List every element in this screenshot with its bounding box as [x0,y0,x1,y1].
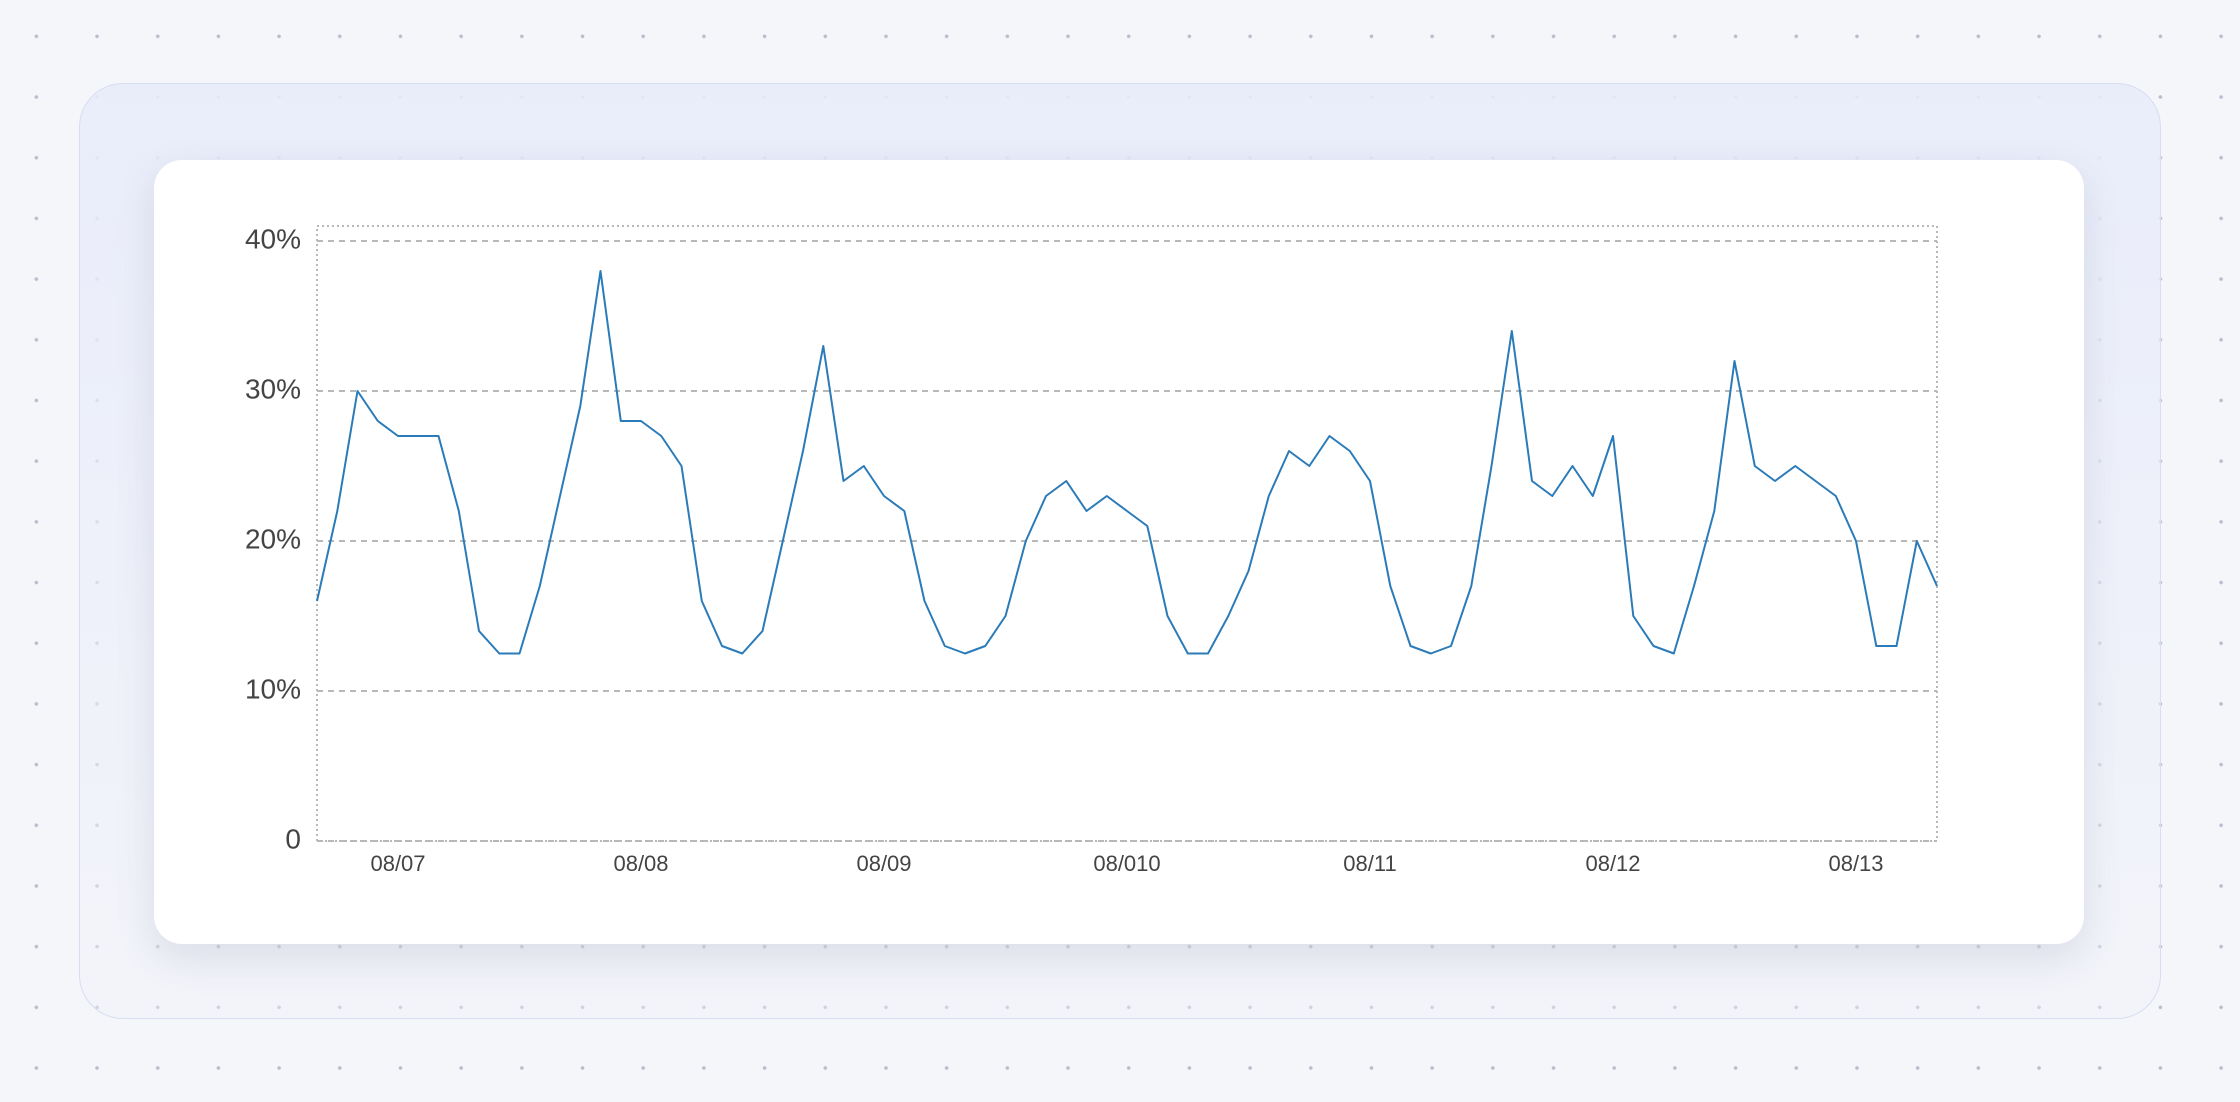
x-tick-label: 08/11 [1343,851,1396,876]
x-tick-label: 08/08 [613,851,668,876]
x-tick-label: 08/010 [1093,851,1160,876]
series-line [316,270,1938,655]
x-tick-label: 08/13 [1828,851,1883,876]
y-tick-label: 0 [285,823,301,854]
y-tick-label: 40% [245,223,301,254]
y-tick-label: 10% [245,673,301,704]
card: 0 10% 20% 30% 40% 08/07 08/08 08/09 08/010 08/11 0… [154,160,2084,944]
plot-border [316,225,1938,842]
x-tick-label: 08/07 [370,851,425,876]
y-tick-label: 30% [245,373,301,404]
x-tick-label: 08/12 [1585,851,1640,876]
x-tick-label: 08/09 [856,851,911,876]
chart: 0 10% 20% 30% 40% 08/07 08/08 08/09 08/010 08/11 0… [245,223,1938,876]
y-tick-label: 20% [245,523,301,554]
